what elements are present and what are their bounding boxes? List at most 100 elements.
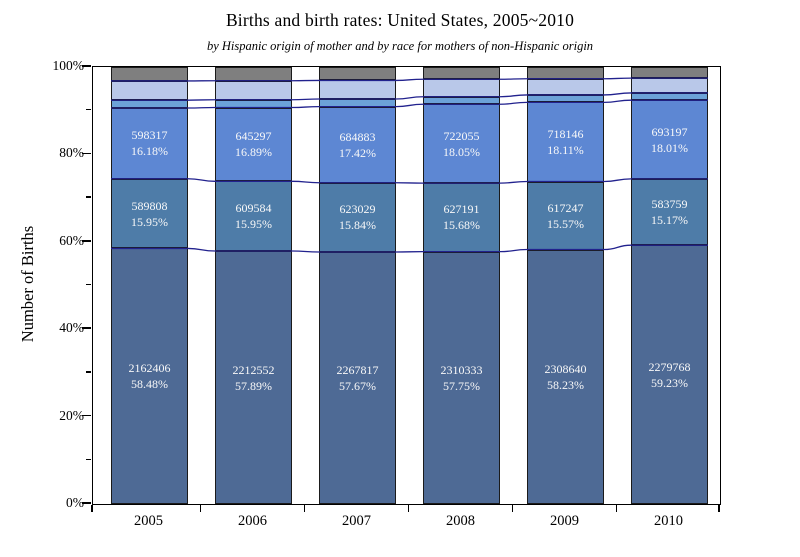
y-major-tick <box>82 414 91 417</box>
bar-2008-third-cornflower-blue-segment: 722055 18.05% <box>423 104 500 184</box>
segment-value-label: 645297 <box>235 129 272 144</box>
segment-value-label: 623029 <box>339 202 376 217</box>
bar-2005-second-steel-blue-segment: 589808 15.95% <box>111 178 188 249</box>
bar-2008-bottom-dark-blue-segment: 2310333 57.75% <box>423 251 500 504</box>
segment-percent-label: 15.95% <box>131 214 168 229</box>
bar-2005-fifth-pale-blue-segment-unlabeled <box>111 80 188 101</box>
bar-2010-fourth-sky-blue-segment-unlabeled <box>631 92 708 101</box>
bar-2006-fifth-pale-blue-segment-unlabeled <box>215 80 292 100</box>
segment-percent-label: 15.68% <box>443 218 480 233</box>
y-tick-label-20%: 20% <box>59 407 84 423</box>
bar-2009: 2308640 58.23% 617247 15.57% 718146 18.11% <box>527 67 604 504</box>
segment-value-label: 598317 <box>131 128 168 143</box>
x-category-label-2010: 2010 <box>654 513 683 529</box>
y-tick-label-40%: 40% <box>59 320 84 336</box>
segment-value-label: 718146 <box>547 126 584 141</box>
x-tick <box>718 504 720 512</box>
segment-value-label: 617247 <box>547 200 584 215</box>
y-minor-tick <box>86 371 91 373</box>
chart-subtitle: by Hispanic origin of mother and by race… <box>206 39 594 53</box>
x-tick <box>303 504 306 512</box>
segment-percent-label: 59.23% <box>651 375 688 390</box>
connector-line-boundary-4 <box>111 92 708 101</box>
y-minor-tick <box>86 458 91 460</box>
bar-2005-bottom-dark-blue-segment: 2162406 58.48% <box>111 248 188 504</box>
y-major-tick <box>82 152 91 155</box>
segment-percent-label: 15.95% <box>235 217 272 232</box>
segment-percent-label: 57.67% <box>339 378 376 393</box>
bar-2009-bottom-dark-blue-segment: 2308640 58.23% <box>527 249 604 504</box>
segment-value-label: 2308640 <box>544 361 587 376</box>
segment-value-label: 684883 <box>339 129 376 144</box>
connector-line-boundary-5 <box>111 77 708 82</box>
segment-percent-label: 16.89% <box>235 145 272 160</box>
segment-value-label: 722055 <box>443 128 480 143</box>
x-tick <box>199 504 202 512</box>
segment-value-label: 2279768 <box>648 359 691 374</box>
connector-line-boundary-2 <box>111 178 708 184</box>
segment-percent-label: 18.05% <box>443 144 480 159</box>
bar-2006: 2212552 57.89% 609584 15.95% 645297 16.89% <box>215 67 292 504</box>
bar-2010-bottom-dark-blue-segment: 2279768 59.23% <box>631 245 708 504</box>
segment-value-label: 589808 <box>131 198 168 213</box>
bar-2007-bottom-dark-blue-segment: 2267817 57.67% <box>319 251 396 504</box>
bar-2005-fourth-sky-blue-segment-unlabeled <box>111 100 188 109</box>
x-category-label-2009: 2009 <box>550 513 579 529</box>
x-category-label-2008: 2008 <box>446 513 475 529</box>
bar-2006-third-cornflower-blue-segment: 645297 16.89% <box>215 107 292 182</box>
connector-line-boundary-1 <box>111 244 708 253</box>
segment-percent-label: 17.42% <box>339 145 376 160</box>
bar-2008: 2310333 57.75% 627191 15.68% 722055 18.05% <box>423 67 500 504</box>
bar-2007-top-gray-segment-unlabeled <box>319 67 396 81</box>
segment-value-label: 627191 <box>443 202 480 217</box>
bar-2005-third-cornflower-blue-segment: 598317 16.18% <box>111 108 188 179</box>
bar-2009-top-gray-segment-unlabeled <box>527 67 604 79</box>
y-minor-tick <box>86 196 91 198</box>
bar-2010-second-steel-blue-segment: 583759 15.17% <box>631 178 708 246</box>
y-minor-tick <box>86 283 91 286</box>
segment-value-label: 2212552 <box>232 362 275 377</box>
bar-2008-top-gray-segment-unlabeled <box>423 67 500 80</box>
x-category-label-2006: 2006 <box>238 513 267 529</box>
y-tick-label-80%: 80% <box>59 145 84 161</box>
y-tick-label-100%: 100% <box>52 58 85 73</box>
bar-2007-third-cornflower-blue-segment: 684883 17.42% <box>319 106 396 183</box>
y-tick-label-60%: 60% <box>59 232 84 248</box>
bar-2007-fifth-pale-blue-segment-unlabeled <box>319 80 396 99</box>
x-category-label-2007: 2007 <box>342 513 371 529</box>
segment-percent-label: 58.23% <box>547 377 584 392</box>
bar-2010-fifth-pale-blue-segment-unlabeled <box>631 78 708 93</box>
segment-percent-label: 15.57% <box>547 216 584 231</box>
segment-percent-label: 15.84% <box>339 218 376 233</box>
segment-value-label: 583759 <box>651 197 688 212</box>
segment-value-label: 2310333 <box>440 362 483 377</box>
bar-2006-bottom-dark-blue-segment: 2212552 57.89% <box>215 251 292 504</box>
segment-percent-label: 15.17% <box>651 213 688 228</box>
segment-percent-label: 16.18% <box>131 144 168 159</box>
y-major-tick <box>82 327 91 329</box>
y-major-tick <box>82 240 91 242</box>
y-major-tick <box>82 65 91 67</box>
x-tick <box>91 504 93 512</box>
bar-2009-fifth-pale-blue-segment-unlabeled <box>527 78 604 95</box>
x-tick <box>407 504 410 512</box>
bar-2007: 2267817 57.67% 623029 15.84% 684883 17.42% <box>319 67 396 504</box>
bar-2006-top-gray-segment-unlabeled <box>215 67 292 81</box>
bar-2007-second-steel-blue-segment: 623029 15.84% <box>319 182 396 252</box>
segment-percent-label: 57.89% <box>235 378 272 393</box>
segment-percent-label: 57.75% <box>443 378 480 393</box>
x-tick <box>615 504 618 512</box>
plot-area: 2162406 58.48% 589808 15.95% 598317 16.18% 221… <box>92 66 721 505</box>
bar-2008-fourth-sky-blue-segment-unlabeled <box>423 96 500 105</box>
segment-percent-label: 18.11% <box>547 142 584 157</box>
y-minor-tick <box>86 109 91 111</box>
bar-2009-second-steel-blue-segment: 617247 15.57% <box>527 181 604 250</box>
segment-value-label: 2162406 <box>128 361 171 376</box>
bar-2008-second-steel-blue-segment: 627191 15.68% <box>423 183 500 252</box>
bar-2006-fourth-sky-blue-segment-unlabeled <box>215 99 292 108</box>
y-major-tick <box>82 502 91 504</box>
bar-2005: 2162406 58.48% 589808 15.95% 598317 16.18% <box>111 67 188 504</box>
x-category-label-2005: 2005 <box>134 513 163 529</box>
bar-2010-third-cornflower-blue-segment: 693197 18.01% <box>631 100 708 179</box>
